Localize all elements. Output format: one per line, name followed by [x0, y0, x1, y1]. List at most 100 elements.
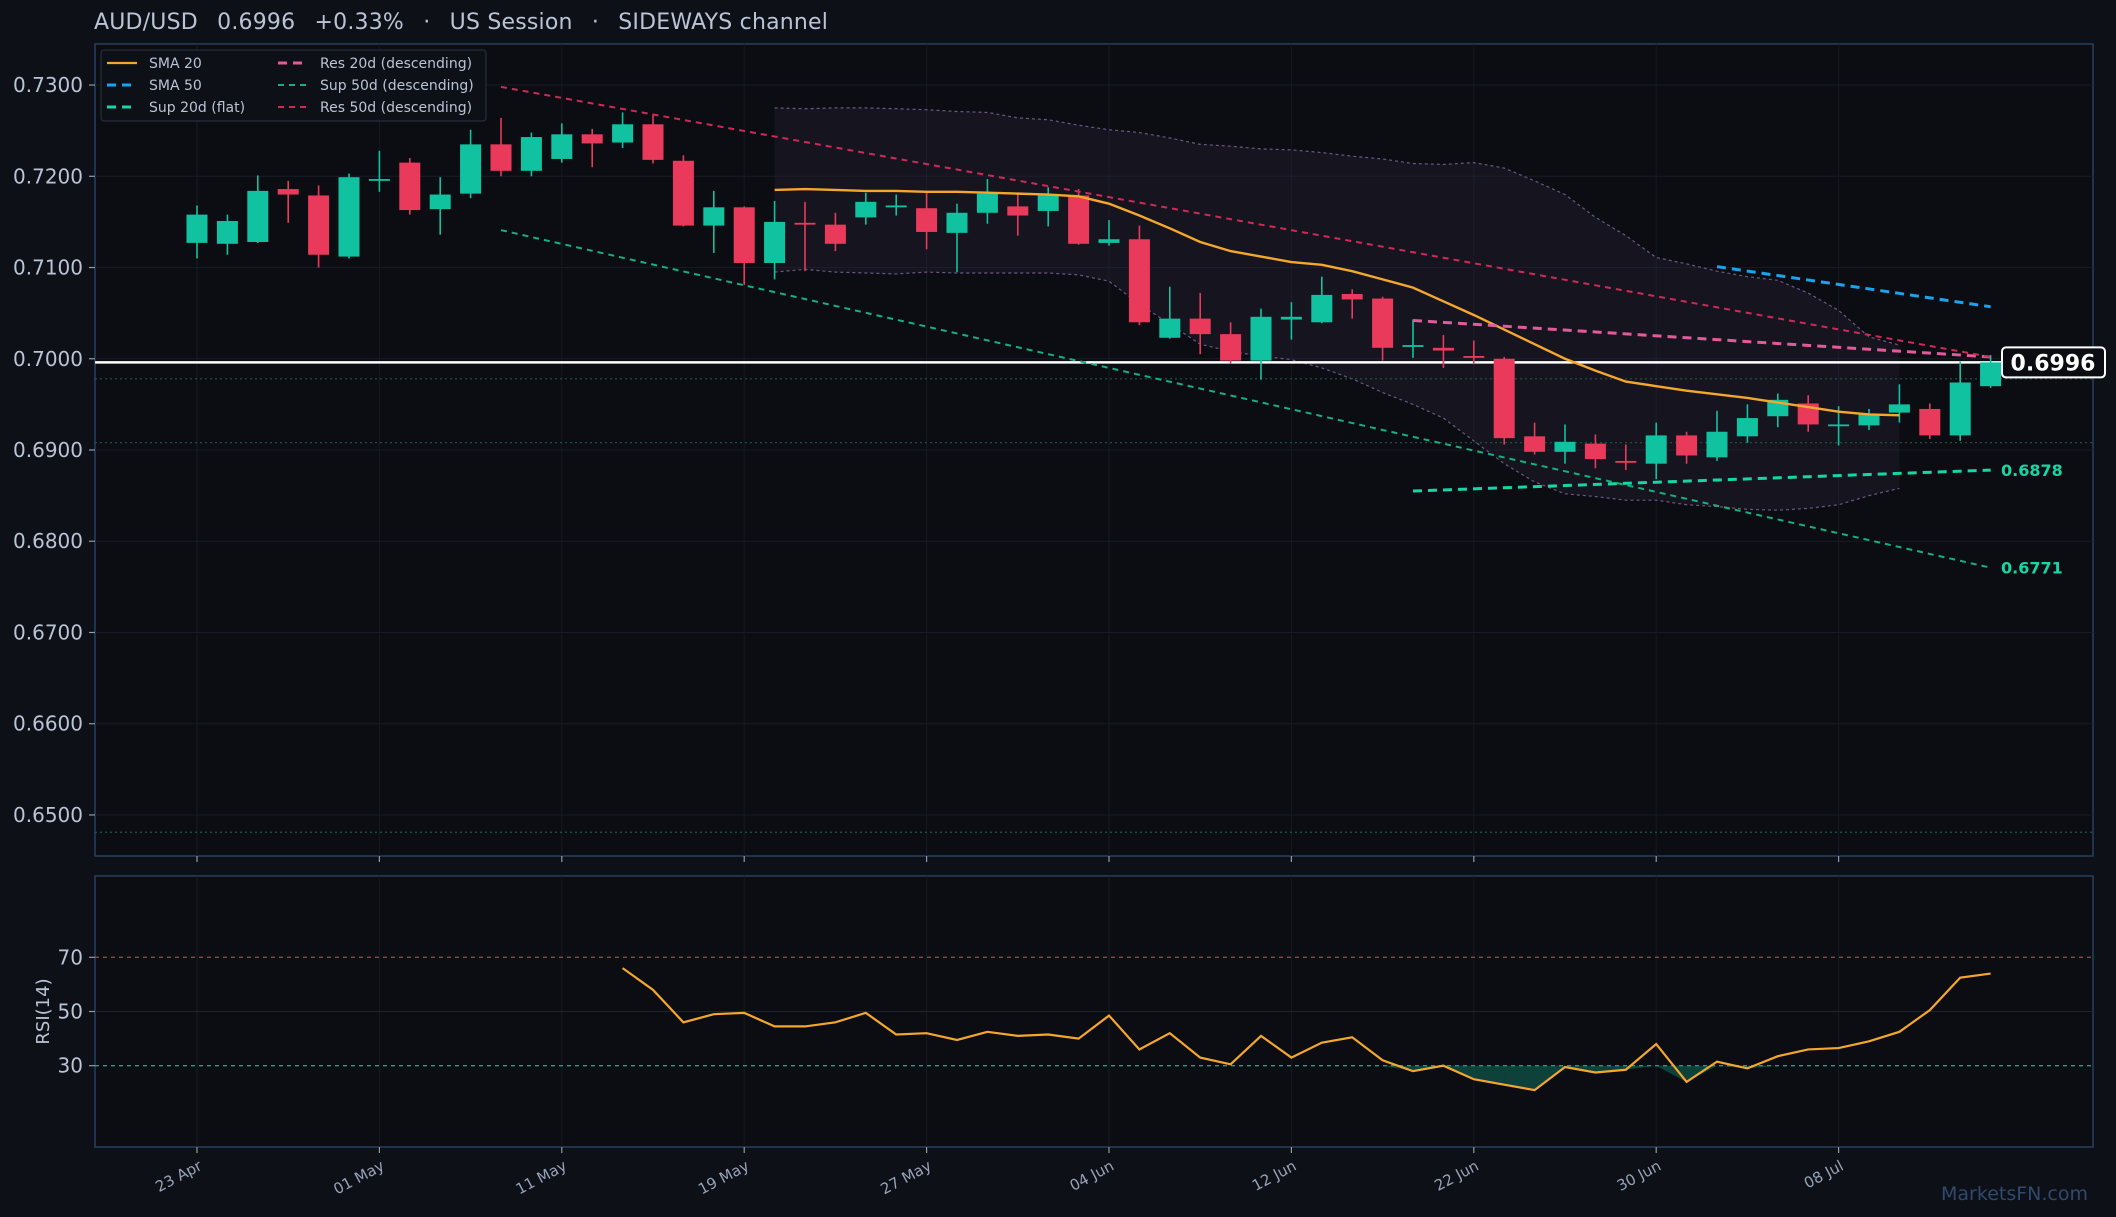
candle-body	[1007, 206, 1029, 216]
candle-body	[885, 205, 907, 208]
x-tick-label: 19 May	[695, 1157, 752, 1199]
candle	[1250, 308, 1272, 380]
candle-body	[368, 179, 390, 181]
candle	[1645, 422, 1667, 480]
candle	[1706, 410, 1728, 461]
candle-body	[1828, 424, 1850, 427]
candle	[642, 114, 664, 164]
legend-entry: Sup 50d (descending)	[320, 78, 474, 94]
candle-body	[733, 207, 755, 263]
candle	[946, 203, 968, 273]
res20-line	[1412, 318, 1991, 359]
sup50-line	[500, 229, 1991, 569]
legend: SMA 20 SMA 50 Sup 20d (flat) Res 20d (desce…	[100, 49, 487, 122]
candle	[1159, 286, 1181, 339]
rsi-line	[621, 967, 1991, 1092]
sup20-line	[1412, 468, 1991, 493]
legend-entry: Sup 20d (flat)	[149, 100, 245, 116]
candle-body	[1645, 435, 1667, 464]
candle	[1432, 335, 1454, 368]
candle-body	[247, 190, 269, 242]
candle	[1676, 431, 1698, 464]
pair-label: AUD/USD	[94, 10, 198, 35]
candle-body	[1615, 460, 1637, 463]
candle-body	[1250, 316, 1272, 361]
price-tick-label: 0.7100	[13, 256, 83, 280]
x-tick-label: 23 Apr	[152, 1156, 205, 1196]
chart-header: AUD/USD 0.6996 +0.33% · US Session · SID…	[94, 10, 840, 35]
candle-body	[429, 194, 451, 210]
bollinger-lower-line	[774, 268, 1900, 511]
watermark: MarketsFN.com	[1941, 1183, 2088, 1205]
candle	[460, 129, 482, 199]
x-tick-label: 04 Jun	[1067, 1157, 1117, 1195]
candle	[1220, 322, 1242, 364]
candle-body	[1676, 435, 1698, 456]
candle-body	[976, 193, 998, 213]
candle	[1888, 384, 1910, 423]
line-value-label: 0.6771	[2001, 559, 2063, 578]
candle	[764, 200, 786, 280]
candle	[1736, 404, 1758, 443]
candle	[308, 185, 330, 268]
legend-entry: SMA 50	[149, 78, 202, 94]
candle-body	[1372, 298, 1394, 348]
candle	[1372, 296, 1394, 361]
x-tick-label: 12 Jun	[1249, 1157, 1299, 1195]
candle	[703, 190, 725, 253]
price-panel: 0.7300 0.7200 0.7100 0.7000 0.6900 0.6800 0.67…	[13, 43, 2106, 857]
rsi-axis-label: RSI(14)	[33, 978, 54, 1044]
session-label: US Session	[449, 10, 573, 35]
x-tick-label: 08 Jul	[1801, 1157, 1846, 1193]
candle	[1068, 189, 1090, 245]
candle	[1584, 434, 1606, 469]
price-tick-label: 0.6800	[13, 529, 83, 553]
candle-body	[308, 195, 330, 255]
price-tick-label: 0.7000	[13, 347, 83, 371]
candle	[338, 173, 360, 259]
bollinger-upper-line	[774, 107, 1900, 346]
candle-body	[1220, 334, 1242, 361]
candle-body	[1098, 239, 1120, 243]
candle	[1402, 319, 1424, 358]
rsi-oversold-fill	[1656, 1065, 1687, 1082]
channel-label: SIDEWAYS channel	[618, 10, 829, 35]
candle-body	[1463, 356, 1485, 358]
candle-body	[612, 124, 634, 143]
candle	[1280, 302, 1302, 340]
candle-body	[1493, 358, 1515, 439]
candle	[885, 194, 907, 216]
rsi-oversold-fill	[1686, 1065, 1717, 1082]
sma50-line	[1716, 265, 1991, 309]
candle-body	[277, 189, 299, 195]
candle	[399, 158, 421, 215]
candle	[551, 123, 573, 163]
candle	[1098, 220, 1120, 246]
price-tick-label: 0.6500	[13, 803, 83, 827]
candle-body	[216, 220, 238, 244]
candle-body	[764, 221, 786, 263]
price-tick-label: 0.6900	[13, 438, 83, 462]
candle	[1554, 424, 1576, 464]
candle	[1128, 225, 1150, 326]
change-value: +0.33%	[314, 10, 405, 35]
candle	[1493, 356, 1515, 445]
candle	[1341, 289, 1363, 319]
candle-body	[916, 208, 938, 232]
candle-body	[1736, 418, 1758, 437]
legend-entry: Res 20d (descending)	[320, 56, 472, 72]
candle	[277, 180, 299, 223]
candle-body	[460, 144, 482, 194]
candle	[247, 175, 269, 243]
price-label: 0.6996	[2011, 351, 2096, 376]
candle	[1858, 408, 1880, 430]
candle	[1615, 444, 1637, 471]
rsi-oversold-fill	[1625, 1065, 1657, 1070]
x-tick-label: 11 May	[513, 1157, 570, 1199]
price-tick-label: 0.7200	[13, 164, 83, 188]
candle	[1311, 276, 1333, 324]
candle	[733, 206, 755, 285]
price-value: 0.6996	[217, 10, 296, 35]
